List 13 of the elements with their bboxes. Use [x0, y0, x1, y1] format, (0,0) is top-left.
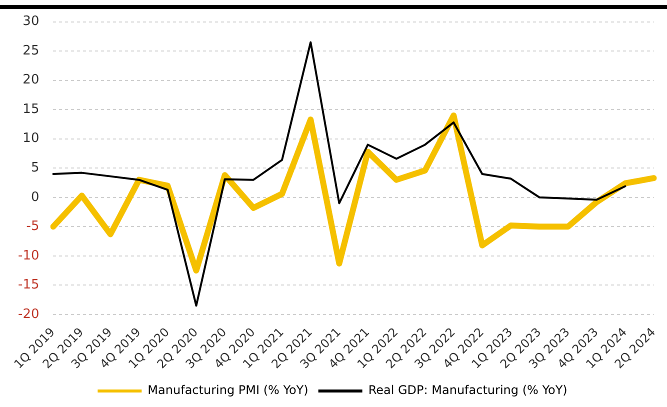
y-tick-label: -15 [18, 278, 40, 293]
y-tick-label: 30 [22, 14, 40, 30]
y-tick-label: 10 [22, 131, 40, 146]
y-tick-label: 25 [22, 43, 40, 58]
legend-label: Manufacturing PMI (% YoY) [148, 383, 308, 398]
legend-label: Real GDP: Manufacturing (% YoY) [368, 383, 568, 398]
y-tick-label: 15 [22, 102, 40, 117]
y-tick-label: 0 [30, 190, 40, 205]
y-tick-label: 5 [30, 160, 40, 176]
y-tick-label: -5 [26, 219, 40, 234]
y-tick-label: 20 [22, 72, 40, 88]
y-tick-label: -20 [18, 306, 40, 322]
y-tick-label: -10 [18, 248, 40, 264]
